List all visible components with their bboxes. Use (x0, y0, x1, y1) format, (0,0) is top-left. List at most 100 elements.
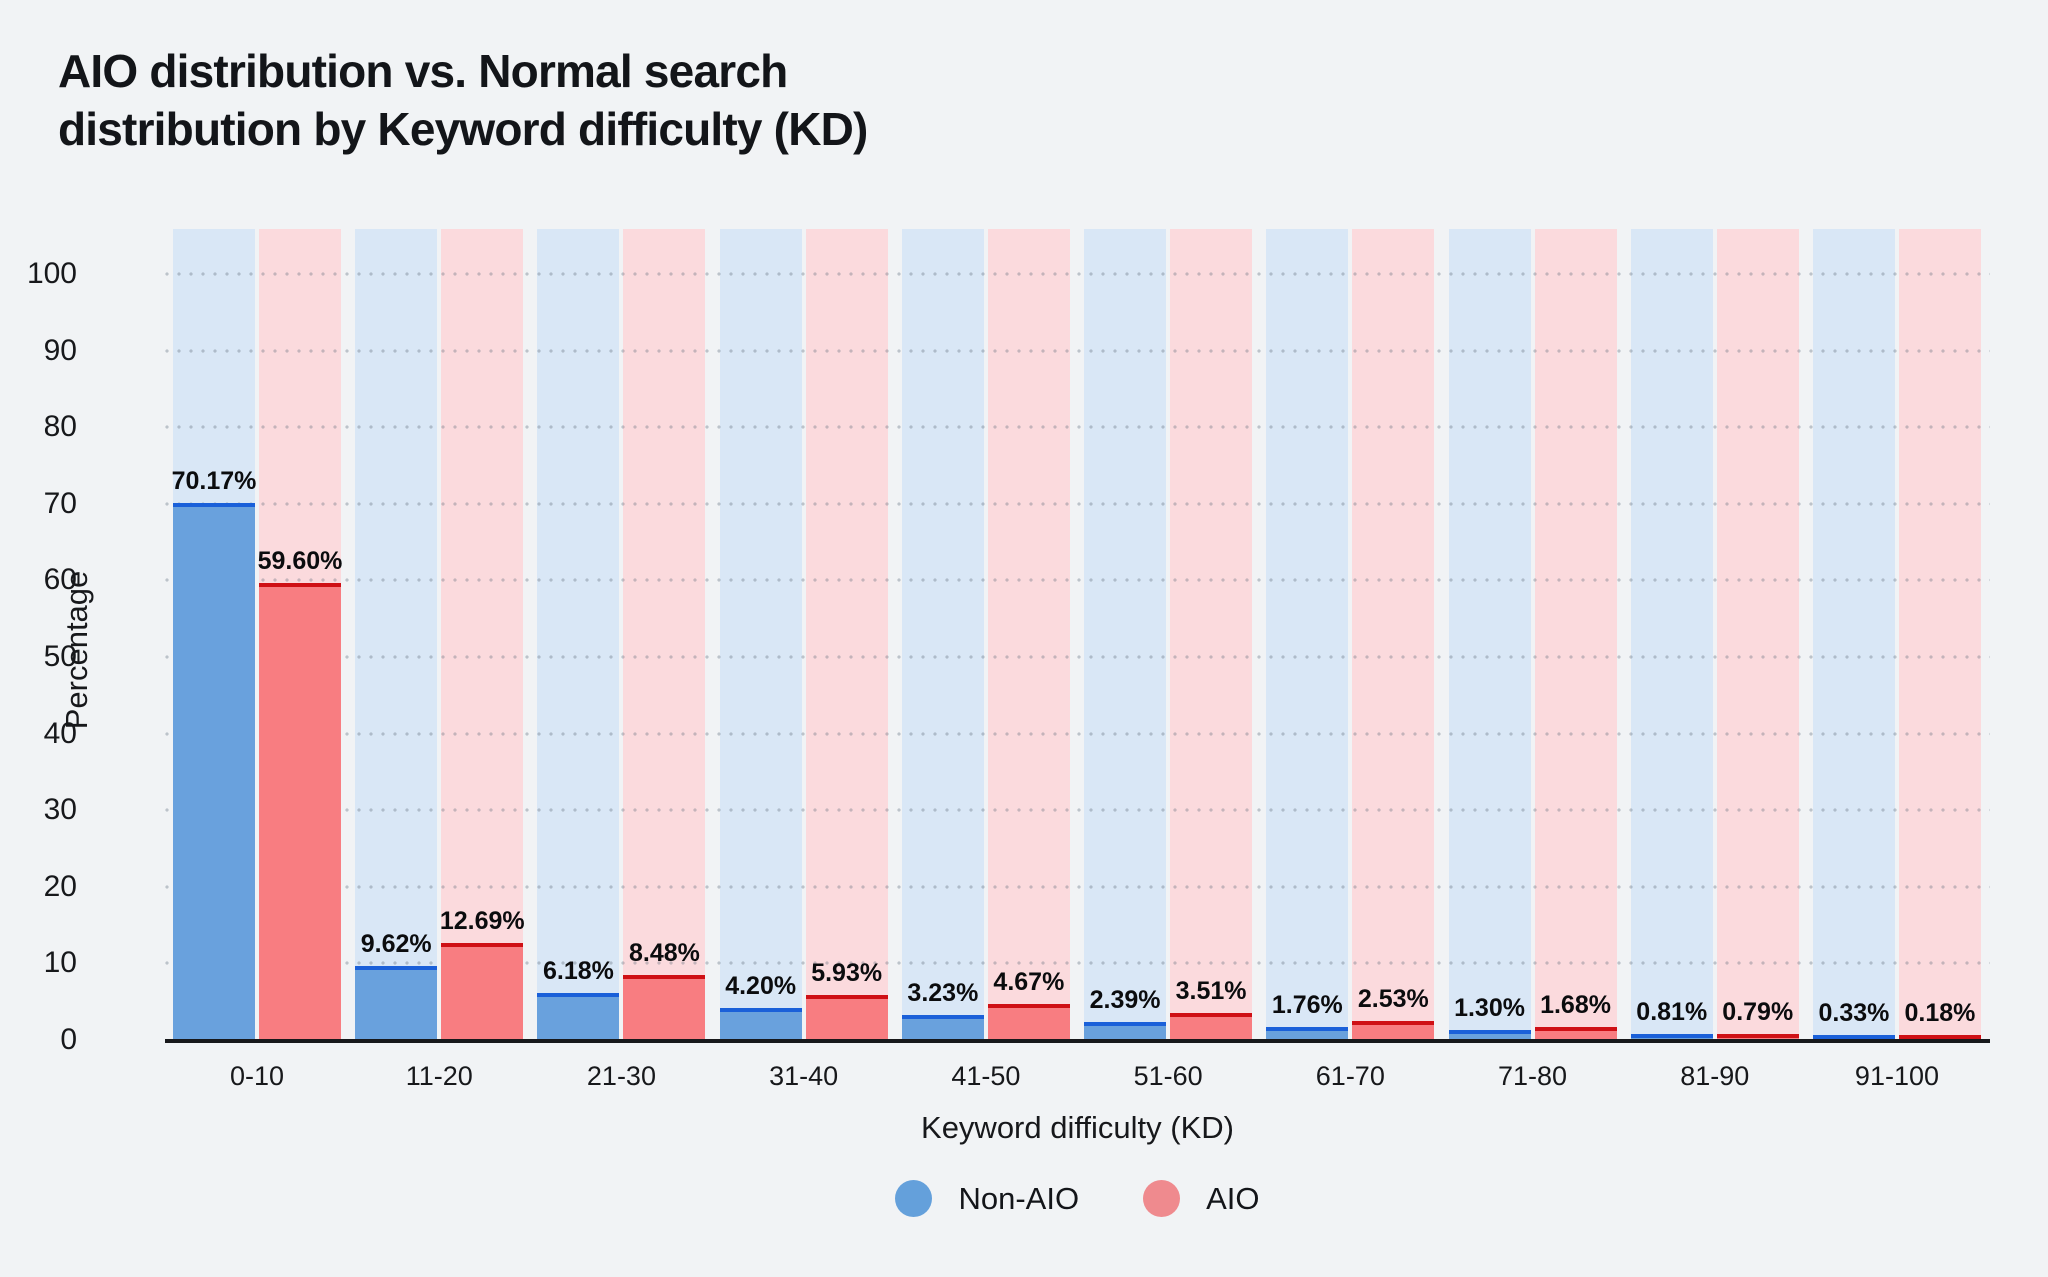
value-label-non-aio-61-70: 1.76% (1271, 990, 1343, 1019)
value-label-non-aio-0-10: 70.17% (171, 466, 257, 495)
value-label-non-aio-41-50: 3.23% (907, 979, 979, 1008)
gridline-60 (165, 578, 1990, 583)
value-label-aio-0-10: 59.60% (257, 547, 343, 576)
tint-column-non-aio-31-40 (719, 229, 802, 1043)
y-tick-100: 100 (26, 257, 77, 290)
bar-non-aio-21-30 (537, 992, 620, 1040)
bar-aio-11-20 (441, 942, 524, 1040)
x-category-label-91-100: 91-100 (1854, 1061, 1939, 1091)
tint-column-aio-31-40 (805, 229, 888, 1043)
legend-item-aio: AIO (1143, 1180, 1260, 1217)
tint-column-aio-41-50 (987, 229, 1070, 1043)
tint-column-aio-61-70 (1352, 229, 1435, 1043)
y-tick-90: 90 (43, 333, 77, 367)
bar-group-0-10: 70.17% 59.60% 0-10 (171, 229, 343, 1091)
legend-dot-aio (1143, 1180, 1181, 1217)
gridline-50 (165, 655, 1990, 659)
chart-title-line-2: distribution by Keyword difficulty (KD) (58, 103, 868, 156)
legend-label-non-aio: Non-AIO (958, 1180, 1080, 1216)
bar-columns: 70.17% 59.60% 0-10 9.62% 12.69% 11-20 6.18% 8.4… (165, 229, 1990, 1091)
value-label-non-aio-21-30: 6.18% (542, 956, 614, 985)
x-category-label-31-40: 31-40 (769, 1061, 839, 1091)
y-tick-20: 20 (43, 869, 77, 903)
bar-group-61-70: 1.76% 2.53% 61-70 (1266, 229, 1435, 1091)
value-label-non-aio-51-60: 2.39% (1089, 985, 1161, 1014)
value-label-aio-41-50: 4.67% (993, 968, 1065, 997)
tint-column-aio-11-20 (441, 229, 524, 1043)
value-label-aio-51-60: 3.51% (1175, 977, 1247, 1006)
bar-aio-71-80 (1534, 1027, 1617, 1040)
y-tick-70: 70 (43, 486, 77, 520)
tint-column-aio-51-60 (1170, 229, 1253, 1043)
tint-column-non-aio-21-30 (537, 229, 620, 1043)
bar-non-aio-91-100 (1812, 1035, 1895, 1040)
legend-item-non-aio: Non-AIO (895, 1180, 1079, 1217)
bar-aio-51-60 (1170, 1013, 1253, 1040)
bar-non-aio-71-80 (1448, 1030, 1531, 1040)
chart-title-line-1: AIO distribution vs. Normal search (58, 45, 788, 97)
tint-column-aio-91-100 (1898, 229, 1981, 1043)
value-label-aio-61-70: 2.53% (1357, 984, 1429, 1013)
value-label-non-aio-31-40: 4.20% (725, 971, 797, 1000)
bar-group-41-50: 3.23% 4.67% 41-50 (901, 229, 1070, 1091)
x-category-label-11-20: 11-20 (405, 1061, 473, 1091)
bar-non-aio-51-60 (1084, 1021, 1167, 1040)
tint-column-aio-71-80 (1534, 229, 1617, 1043)
tint-column-non-aio-51-60 (1084, 229, 1167, 1043)
value-label-aio-81-90: 0.79% (1722, 997, 1794, 1026)
value-label-non-aio-71-80: 1.30% (1454, 994, 1525, 1023)
y-tick-50: 50 (43, 640, 77, 673)
gridline-70 (165, 501, 1990, 506)
gridline-30 (165, 808, 1990, 813)
bar-group-21-30: 6.18% 8.48% 21-30 (537, 229, 706, 1091)
legend: Non-AIO AIO (165, 1180, 1990, 1217)
bar-aio-0-10 (259, 583, 341, 1040)
bar-non-aio-81-90 (1630, 1033, 1713, 1040)
tint-column-aio-21-30 (623, 229, 706, 1043)
bar-non-aio-41-50 (901, 1015, 984, 1040)
bar-non-aio-61-70 (1266, 1026, 1349, 1040)
y-tick-80: 80 (43, 410, 77, 444)
tint-column-non-aio-81-90 (1630, 229, 1713, 1043)
value-label-aio-31-40: 5.93% (811, 958, 883, 987)
value-label-aio-11-20: 12.69% (439, 906, 525, 935)
x-category-label-51-60: 51-60 (1133, 1061, 1203, 1091)
x-category-label-71-80: 71-80 (1498, 1061, 1568, 1091)
x-category-label-0-10: 0-10 (229, 1061, 285, 1091)
tint-column-aio-81-90 (1716, 229, 1799, 1043)
value-label-non-aio-81-90: 0.81% (1636, 997, 1708, 1026)
value-label-non-aio-11-20: 9.62% (360, 930, 432, 959)
x-category-label-61-70: 61-70 (1315, 1061, 1385, 1091)
y-tick-0: 0 (60, 1023, 77, 1056)
bar-non-aio-0-10 (173, 502, 255, 1040)
tint-column-non-aio-61-70 (1266, 229, 1349, 1043)
x-category-label-81-90: 81-90 (1680, 1061, 1750, 1091)
bar-group-31-40: 4.20% 5.93% 31-40 (719, 229, 888, 1091)
y-tick-30: 30 (43, 793, 77, 827)
bar-group-51-60: 2.39% 3.51% 51-60 (1084, 229, 1253, 1091)
legend-label-aio: AIO (1206, 1180, 1260, 1216)
bar-group-91-100: 0.33% 0.18% 91-100 (1812, 229, 1981, 1091)
bar-group-81-90: 0.81% 0.79% 81-90 (1630, 229, 1799, 1091)
x-category-label-21-30: 21-30 (586, 1061, 656, 1091)
bar-aio-91-100 (1898, 1035, 1981, 1040)
value-label-aio-91-100: 0.18% (1904, 999, 1976, 1027)
tint-column-non-aio-41-50 (901, 229, 984, 1043)
bar-aio-41-50 (987, 1004, 1070, 1040)
tint-column-non-aio-91-100 (1812, 229, 1895, 1043)
value-label-aio-71-80: 1.68% (1540, 991, 1611, 1020)
y-tick-60: 60 (43, 563, 77, 597)
x-axis-line (165, 1039, 1990, 1043)
bar-aio-81-90 (1716, 1033, 1799, 1040)
gridline-10 (165, 961, 1990, 966)
bar-aio-61-70 (1352, 1020, 1435, 1040)
gridline-40 (165, 731, 1990, 736)
bar-aio-21-30 (623, 975, 706, 1040)
x-category-label-41-50: 41-50 (951, 1061, 1021, 1091)
gridline-100 (165, 272, 1990, 276)
bar-aio-31-40 (805, 994, 888, 1040)
bar-group-71-80: 1.30% 1.68% 71-80 (1448, 229, 1617, 1091)
chart-title: AIO distribution vs. Normal search distr… (58, 42, 868, 159)
plot-area: 0 10 20 30 40 50 60 70 80 90 100 70.17% 59.60% 0-10 9… (27, 229, 1990, 1091)
bar-non-aio-31-40 (719, 1007, 802, 1040)
